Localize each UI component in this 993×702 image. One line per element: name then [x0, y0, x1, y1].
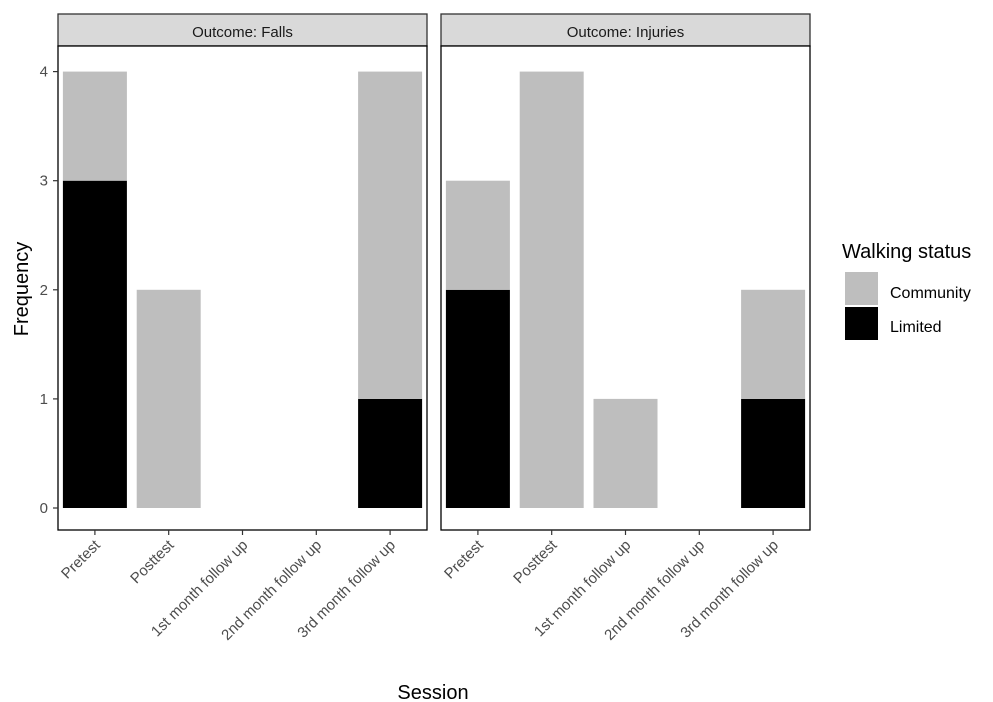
- y-tick-label: 0: [40, 500, 48, 517]
- bar-community: [136, 289, 201, 508]
- x-tick-label: Pretest: [441, 536, 487, 582]
- bar-community: [519, 71, 584, 508]
- bar-limited: [358, 398, 423, 508]
- bar-limited: [62, 180, 127, 508]
- legend: Walking status Community Limited: [842, 241, 971, 340]
- y-tick-label: 4: [40, 64, 48, 81]
- legend-label-community: Community: [890, 285, 971, 302]
- facet-strip-label: Outcome: Falls: [192, 24, 293, 41]
- y-tick-label: 3: [40, 173, 48, 190]
- bar-community: [445, 180, 510, 290]
- bar-community: [62, 71, 127, 181]
- legend-label-limited: Limited: [890, 319, 942, 336]
- y-tick-label: 2: [40, 282, 48, 299]
- bar-community: [741, 289, 806, 399]
- legend-title: Walking status: [842, 241, 971, 263]
- legend-key-limited: [845, 307, 878, 340]
- y-tick-label: 1: [40, 391, 48, 408]
- legend-key-community: [845, 272, 878, 305]
- bar-limited: [445, 289, 510, 508]
- x-axis-title: Session: [397, 682, 468, 702]
- facet-strip: [440, 13, 811, 47]
- bar-community: [358, 71, 423, 399]
- bar-community: [593, 398, 658, 508]
- y-axis: 0 1 2 3 4: [40, 64, 58, 517]
- facet-strip-label: Outcome: Injuries: [567, 24, 685, 41]
- x-tick-label: Posttest: [127, 536, 178, 587]
- x-tick-label: Posttest: [510, 536, 561, 587]
- x-tick-label: Pretest: [58, 536, 104, 582]
- bar-limited: [741, 398, 806, 508]
- facet-strip: [57, 13, 428, 47]
- y-axis-title: Frequency: [11, 242, 33, 337]
